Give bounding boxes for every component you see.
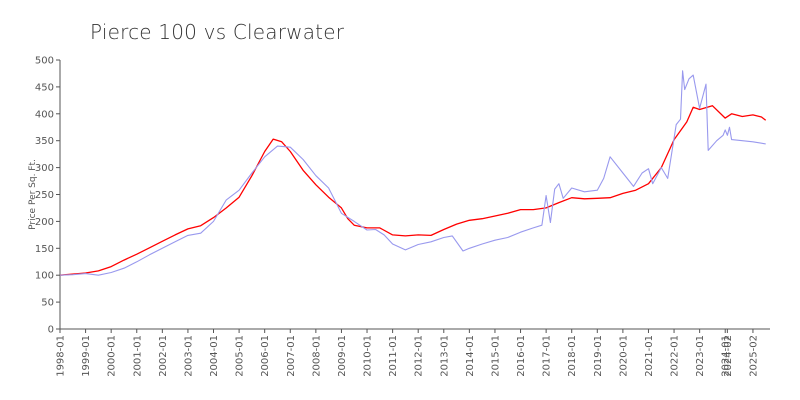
x-tick-label: 2010-01 bbox=[363, 335, 374, 377]
x-tick-label: 2015-01 bbox=[490, 335, 501, 377]
x-tick-label: 2006-01 bbox=[260, 335, 271, 377]
y-tick-label: 450 bbox=[35, 82, 54, 93]
y-tick-label: 300 bbox=[35, 163, 54, 174]
x-tick-label: 2024-01 bbox=[721, 335, 732, 377]
y-tick-label: 400 bbox=[35, 109, 54, 120]
series-line-2 bbox=[59, 70, 766, 276]
y-axis-label: Price Per Sq. Ft. bbox=[28, 159, 38, 230]
y-tick-label: 50 bbox=[41, 298, 54, 309]
x-tick-label: 2008-01 bbox=[311, 335, 322, 377]
chart-title: Pierce 100 vs Clearwater bbox=[90, 20, 345, 44]
x-tick-label: 2022-01 bbox=[670, 335, 681, 377]
y-tick-label: 350 bbox=[35, 136, 54, 147]
y-tick-label: 100 bbox=[35, 271, 54, 282]
x-tick-label: 2020-01 bbox=[618, 335, 629, 377]
x-tick-label: 2005-01 bbox=[235, 335, 246, 377]
x-tick-label: 2000-01 bbox=[107, 335, 118, 377]
x-tick-label: 2011-01 bbox=[388, 335, 399, 377]
x-tick-label: 2003-01 bbox=[183, 335, 194, 377]
x-tick-label: 1998-01 bbox=[56, 335, 67, 377]
x-tick-label: 2007-01 bbox=[286, 335, 297, 377]
series-line-1 bbox=[59, 105, 767, 276]
y-tick-label: 0 bbox=[48, 325, 54, 336]
x-tick-label: 2012-01 bbox=[414, 335, 425, 377]
x-tick-label: 2004-01 bbox=[209, 335, 220, 377]
x-tick-label: 2023-01 bbox=[695, 335, 706, 377]
y-tick-label: 500 bbox=[35, 56, 54, 67]
x-tick-label: 2009-01 bbox=[337, 335, 348, 377]
y-tick-label: 250 bbox=[35, 190, 54, 201]
x-tick-label: 2014-01 bbox=[465, 335, 476, 377]
x-tick-label: 2017-01 bbox=[542, 335, 553, 377]
y-tick-label: 150 bbox=[35, 244, 54, 255]
x-tick-label: 2024-02 bbox=[723, 335, 734, 377]
x-tick-label: 2002-01 bbox=[158, 335, 169, 377]
x-tick-label: 2021-01 bbox=[644, 335, 655, 377]
x-tick-label: 1999-01 bbox=[81, 335, 92, 377]
x-tick-label: 2019-01 bbox=[593, 335, 604, 377]
x-tick-label: 2018-01 bbox=[567, 335, 578, 377]
x-tick-label: 2025-02 bbox=[748, 335, 759, 377]
x-tick-label: 2013-01 bbox=[439, 335, 450, 377]
x-tick-label: 2001-01 bbox=[132, 335, 143, 377]
x-tick-label: 2016-01 bbox=[516, 335, 527, 377]
y-tick-label: 200 bbox=[35, 217, 54, 228]
